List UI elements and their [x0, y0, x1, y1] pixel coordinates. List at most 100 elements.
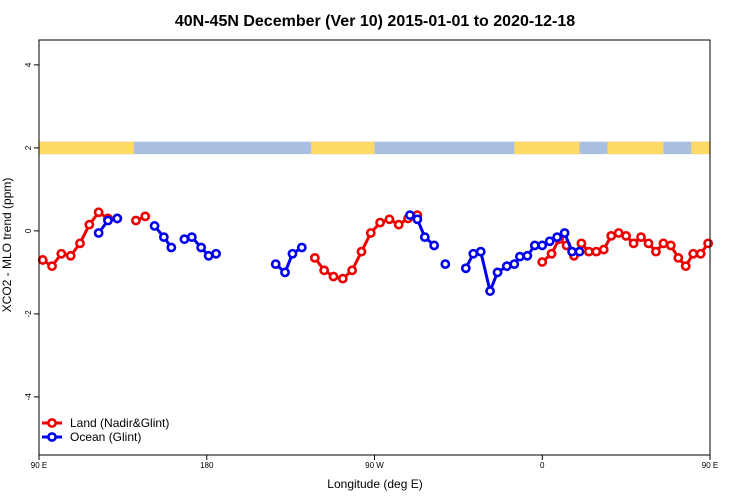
y-tick-label: 4: [24, 62, 33, 67]
legend-entry: Ocean (Glint): [42, 430, 141, 444]
data-point: [196, 242, 207, 253]
data-point: [567, 246, 577, 257]
data-point: [537, 240, 548, 251]
chart-title: 40N-45N December (Ver 10) 2015-01-01 to …: [175, 13, 575, 30]
data-point: [296, 242, 307, 253]
x-tick-label: 0: [540, 461, 545, 470]
data-point: [703, 238, 714, 249]
y-tick-label: -4: [24, 393, 33, 401]
data-point: [529, 240, 540, 251]
data-point: [688, 248, 699, 259]
data-point: [93, 207, 104, 218]
x-tick-label: 90 E: [702, 461, 718, 470]
data-point: [319, 265, 330, 276]
data-point: [591, 246, 602, 257]
data-point: [75, 238, 85, 249]
data-point: [309, 252, 320, 263]
data-point: [103, 215, 113, 226]
land-band-segment: [514, 141, 580, 155]
data-point: [514, 251, 525, 262]
data-point: [658, 238, 669, 249]
legend-marker: [47, 432, 57, 442]
y-tick-label: -2: [24, 310, 33, 318]
data-point: [501, 261, 512, 272]
y-axis-label: XCO2 - MLO trend (ppm): [0, 178, 14, 313]
data-point: [393, 219, 404, 230]
data-point: [606, 230, 617, 241]
land-ocean-band: [39, 141, 710, 155]
data-point: [621, 230, 632, 241]
data-point: [203, 250, 214, 261]
legend-label: Land (Nadir&Glint): [70, 416, 169, 430]
data-point: [186, 232, 197, 243]
data-point: [112, 213, 123, 224]
data-point: [384, 214, 395, 225]
data-point: [574, 246, 585, 257]
x-tick-label: 90 E: [31, 461, 47, 470]
data-point: [287, 248, 298, 259]
data-point: [680, 261, 691, 272]
land-band-segment: [39, 141, 135, 155]
data-point: [405, 210, 415, 221]
x-tick-label: 180: [200, 461, 214, 470]
x-axis-label: Longitude (deg E): [327, 477, 422, 491]
plot-frame: [38, 39, 711, 456]
data-point: [460, 263, 471, 274]
data-point: [337, 273, 348, 284]
data-point: [328, 271, 339, 282]
data-point: [636, 232, 646, 243]
data-point: [546, 248, 557, 259]
data-point: [179, 234, 190, 245]
data-point: [93, 228, 104, 238]
series-land: [37, 207, 714, 284]
data-point: [347, 265, 358, 276]
series-ocean: [93, 210, 585, 297]
data-point: [131, 215, 141, 226]
y-tick-label: 0: [24, 228, 33, 233]
data-point: [440, 259, 451, 269]
data-point: [419, 232, 430, 243]
data-point: [166, 242, 177, 253]
data-point: [598, 244, 609, 255]
data-point: [628, 238, 639, 249]
data-point: [552, 232, 563, 243]
data-point: [149, 221, 160, 231]
data-point: [559, 228, 570, 238]
data-point: [522, 250, 533, 261]
data-point: [356, 246, 367, 257]
land-band-segment: [691, 141, 710, 155]
data-point: [537, 257, 548, 267]
data-point: [429, 240, 440, 251]
legend: Land (Nadir&Glint)Ocean (Glint): [42, 416, 169, 444]
legend-marker: [47, 418, 57, 428]
data-point: [651, 246, 661, 257]
data-point: [37, 255, 48, 265]
land-band-segment: [311, 141, 375, 155]
data-point: [673, 252, 684, 263]
data-point: [509, 259, 520, 269]
data-point: [475, 246, 486, 257]
legend-label: Ocean (Glint): [70, 430, 141, 444]
data-point: [365, 228, 376, 238]
data-point: [613, 228, 624, 238]
data-point: [583, 246, 594, 257]
data-point: [643, 238, 654, 249]
data-point: [544, 236, 555, 247]
data-point: [211, 248, 221, 259]
legend-entry: Land (Nadir&Glint): [42, 416, 169, 430]
data-point: [485, 286, 495, 296]
data-point: [468, 248, 479, 259]
x-tick-label: 90 W: [365, 461, 384, 470]
data-point: [280, 267, 290, 278]
y-tick-label: 2: [24, 145, 33, 150]
data-point: [270, 259, 281, 269]
data-point: [492, 267, 503, 278]
land-band-segment: [607, 141, 664, 155]
data-point: [47, 261, 57, 272]
data-point: [576, 238, 587, 249]
series-line: [274, 246, 303, 275]
data-point: [412, 214, 423, 225]
data-point: [158, 232, 169, 243]
x-axis-ticks: 90 E 180 90 W 0 90 E: [31, 455, 718, 470]
